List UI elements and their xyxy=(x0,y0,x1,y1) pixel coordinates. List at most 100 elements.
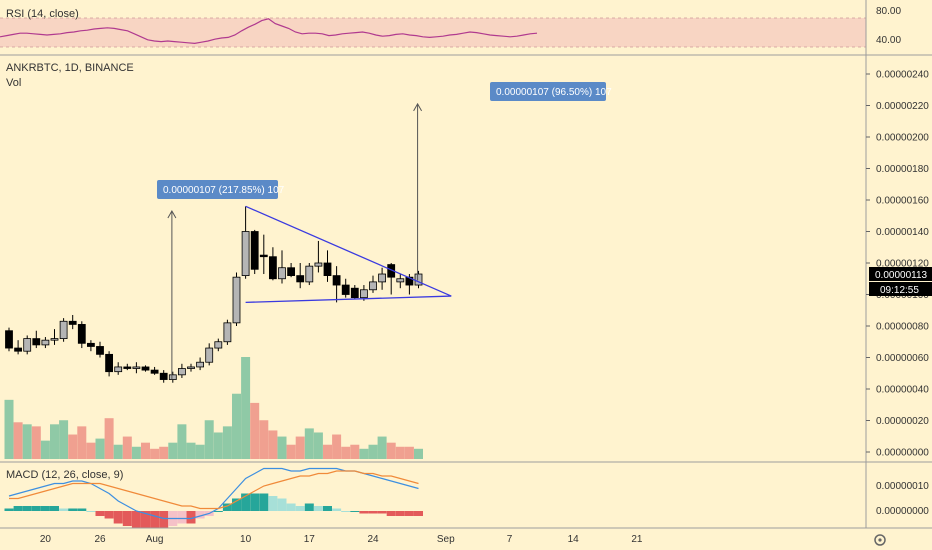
candles xyxy=(5,206,423,383)
candle-down xyxy=(250,231,259,270)
price-tick-label: 0.00000000 xyxy=(876,448,929,459)
volume-bar xyxy=(22,424,32,459)
rsi-tick-80: 80.00 xyxy=(876,6,901,17)
price-tick-label: 0.00000160 xyxy=(876,196,929,207)
candle-up xyxy=(168,374,177,380)
macd-histogram-bar xyxy=(177,511,187,524)
volume-bar xyxy=(213,432,223,459)
price-tick-label: 0.00000120 xyxy=(876,259,929,270)
price-axis[interactable]: 0.00000240 0.00000220 0.00000200 0.00000180… xyxy=(866,70,929,459)
volume-bar xyxy=(286,444,296,459)
price-tick-label: 0.00000180 xyxy=(876,164,929,175)
candle-up xyxy=(396,278,405,283)
volume-bar xyxy=(150,448,160,459)
candle-down xyxy=(32,338,41,346)
candle-down xyxy=(14,347,23,352)
price-tick-label: 0.00000200 xyxy=(876,133,929,144)
candle-down xyxy=(350,287,359,299)
rsi-tick-40: 40.00 xyxy=(876,35,901,46)
macd-histogram-bar xyxy=(359,511,369,514)
volume-bar xyxy=(277,436,287,459)
candle-down xyxy=(150,369,159,374)
candle-up xyxy=(50,338,59,341)
time-axis[interactable]: 20 26 Aug 10 17 24 Sep 7 14 21 xyxy=(40,534,643,545)
volume-bar xyxy=(323,444,332,459)
current-price-value: 0.00000113 xyxy=(875,270,928,281)
macd-histogram-bar xyxy=(104,511,114,519)
volume-bar xyxy=(377,436,387,459)
volume-label[interactable]: Vol xyxy=(6,77,21,89)
volume-bar xyxy=(359,448,369,459)
volume-bar xyxy=(250,402,260,459)
measure-right-label[interactable]: 0.00000107 (96.50%) 107 xyxy=(490,82,612,101)
macd-histogram-bar xyxy=(295,506,305,511)
macd-histogram-bar xyxy=(122,511,132,526)
volume-bar xyxy=(259,420,269,459)
volume-bar xyxy=(59,420,69,459)
macd-histogram-bar xyxy=(141,511,150,529)
candle-up xyxy=(114,366,123,373)
candle-up xyxy=(314,262,323,267)
gear-icon-center xyxy=(878,538,882,542)
price-tick-label: 0.00000220 xyxy=(876,101,929,112)
macd-histogram-bar xyxy=(131,511,141,529)
rsi-line xyxy=(0,18,538,45)
macd-tick-0: 0.00000000 xyxy=(876,506,929,517)
price-tick-label: 0.00000020 xyxy=(876,416,929,427)
volume-bar xyxy=(4,399,14,459)
candle-down xyxy=(268,256,277,280)
macd-label[interactable]: MACD (12, 26, close, 9) xyxy=(6,469,123,481)
candle-up xyxy=(378,273,387,283)
macd-histogram-bar xyxy=(313,506,323,511)
macd-histogram-bar xyxy=(259,493,269,511)
triangle-lower-line xyxy=(245,295,452,304)
candle-down xyxy=(141,366,150,371)
measure-right-box xyxy=(490,82,606,101)
volume-bar xyxy=(40,440,50,459)
candle-down xyxy=(105,353,113,373)
volume-bar xyxy=(13,422,23,459)
macd-histogram-bar xyxy=(395,511,405,516)
price-tick-label: 0.00000040 xyxy=(876,385,929,396)
macd-histogram-bar xyxy=(386,511,396,516)
candle-down xyxy=(332,275,341,286)
macd-histogram-bar xyxy=(304,503,314,511)
candle-up xyxy=(278,267,286,280)
volume-bar xyxy=(232,393,241,459)
symbol-title[interactable]: ANKRBTC, 1D, BINANCE xyxy=(6,62,134,74)
volume-bar xyxy=(222,426,232,459)
macd-histogram-bar xyxy=(4,508,14,511)
candle-up xyxy=(196,361,205,368)
macd-histogram-bar xyxy=(232,498,241,511)
gear-icon[interactable] xyxy=(874,534,886,546)
macd-histogram-bar xyxy=(22,506,32,511)
macd-histogram-bar xyxy=(241,493,251,511)
macd-histogram-bar xyxy=(332,508,342,511)
triangle-pattern xyxy=(245,205,452,304)
price-pane[interactable]: ANKRBTC, 1D, BINANCE Vol 0.00000107 (217… xyxy=(4,62,613,459)
rsi-label[interactable]: RSI (14, close) xyxy=(6,8,79,20)
candle-up xyxy=(369,281,377,291)
candle-up xyxy=(132,366,141,369)
macd-histogram-bar xyxy=(113,511,123,524)
volume-bar xyxy=(68,434,78,459)
volume-bar xyxy=(395,446,405,459)
volume-bar xyxy=(122,436,132,459)
volume-bar xyxy=(313,432,323,459)
macd-histogram-bar xyxy=(13,506,23,511)
triangle-upper-line xyxy=(245,205,452,297)
volume-bar xyxy=(414,448,423,459)
candle-down xyxy=(296,275,305,283)
measure-left-label[interactable]: 0.00000107 (217.85%) 107 xyxy=(157,180,285,199)
volume-bar xyxy=(404,446,414,459)
settings-gear[interactable] xyxy=(874,534,886,546)
volume-bar xyxy=(141,442,150,459)
candle-up xyxy=(205,347,214,363)
macd-histogram-bar xyxy=(150,511,160,529)
candle-down xyxy=(5,330,13,349)
macd-histogram-bar xyxy=(268,496,278,511)
candle-up xyxy=(23,338,32,352)
measure-arrows xyxy=(167,102,423,380)
volume-bar xyxy=(31,426,41,459)
